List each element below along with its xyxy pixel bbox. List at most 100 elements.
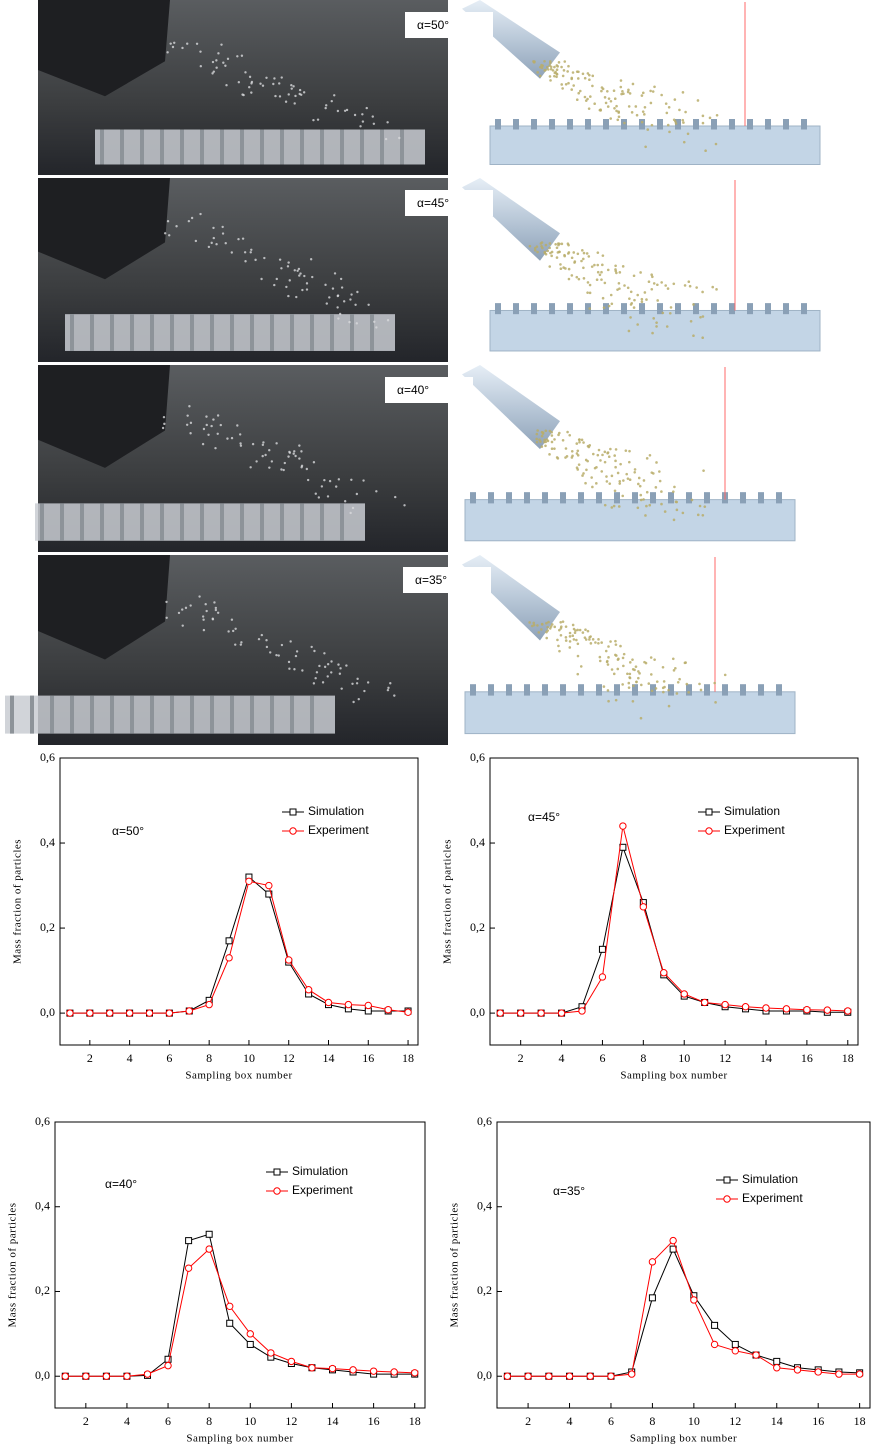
sim-particle <box>564 636 568 639</box>
particle <box>284 100 288 103</box>
sim-particle <box>575 442 579 445</box>
sim-particle <box>560 83 564 86</box>
sim-particle <box>532 621 536 625</box>
particle <box>261 454 264 458</box>
particle <box>337 317 340 320</box>
sim-particle <box>649 101 653 105</box>
sim-particle <box>605 480 609 483</box>
sim-particle <box>696 513 700 517</box>
sim-particle <box>675 508 679 512</box>
sim-divider <box>470 492 476 504</box>
box-divider <box>280 129 284 165</box>
particle <box>280 643 284 647</box>
x-tick-label: 14 <box>760 1051 772 1065</box>
sim-particle <box>578 628 582 632</box>
box-divider <box>50 695 54 734</box>
sim-divider <box>488 492 494 504</box>
sim-particle <box>615 104 618 108</box>
particle <box>314 677 317 680</box>
particle <box>265 645 269 649</box>
sim-particle <box>639 716 643 720</box>
annotation: α=50° <box>112 824 144 838</box>
particle <box>236 55 239 58</box>
particle <box>230 251 233 254</box>
x-tick-label: 12 <box>719 1051 731 1065</box>
sim-particle <box>687 691 690 694</box>
sim-particle <box>635 680 638 684</box>
circle-marker <box>61 1372 69 1380</box>
sim-particle <box>674 122 678 125</box>
sim-particle <box>601 254 605 257</box>
sim-particle <box>564 267 567 270</box>
sim-particle <box>578 89 582 93</box>
circle-marker <box>741 1003 750 1011</box>
sim-particle <box>639 498 643 502</box>
box-divider <box>250 314 254 351</box>
sim-particle <box>688 284 692 288</box>
particle <box>273 77 276 80</box>
y-tick-label: 0,6 <box>40 750 55 764</box>
x-tick-label: 6 <box>599 1051 605 1065</box>
particle <box>333 272 337 275</box>
particle <box>214 606 218 610</box>
sim-particle <box>669 306 673 309</box>
circle-marker <box>226 1302 234 1311</box>
sim-particle <box>696 99 700 102</box>
sim-particle <box>571 634 575 638</box>
particle <box>306 478 310 482</box>
sim-particle <box>577 91 581 95</box>
sim-particle <box>536 250 539 254</box>
sim-divider <box>711 303 717 315</box>
legend-marker <box>705 808 713 816</box>
particle <box>202 628 206 632</box>
particle <box>210 241 213 245</box>
sim-particle <box>638 484 642 488</box>
box-divider <box>270 314 274 351</box>
sim-particle <box>624 449 628 452</box>
sim-particle <box>660 281 663 284</box>
sim-particle <box>613 489 617 493</box>
particle <box>359 125 362 128</box>
sim-particle <box>655 321 658 324</box>
particle <box>272 82 275 86</box>
particle <box>294 454 297 458</box>
particle <box>216 611 220 615</box>
sim-particle <box>535 440 539 444</box>
sim-particle <box>701 114 705 118</box>
x-tick-label: 18 <box>409 1414 421 1428</box>
particle <box>280 76 283 79</box>
legend-marker <box>723 1176 731 1184</box>
circle-marker <box>245 877 253 886</box>
sim-particle <box>585 252 589 255</box>
sim-particle <box>559 620 562 624</box>
sim-particle <box>672 518 676 522</box>
sim-particle <box>628 460 631 464</box>
sim-divider <box>758 684 764 696</box>
x-tick-label: 8 <box>640 1051 646 1065</box>
circle-marker <box>524 1372 532 1380</box>
particle <box>398 136 401 140</box>
x-tick-label: 2 <box>87 1051 93 1065</box>
sim-particle <box>701 336 704 340</box>
box-divider <box>340 503 344 541</box>
particle <box>339 667 342 670</box>
particle <box>320 485 324 488</box>
sim-particle <box>597 641 600 645</box>
particle <box>373 320 376 323</box>
particle <box>290 87 293 90</box>
sim-particle <box>606 689 610 692</box>
box-divider <box>340 129 344 165</box>
particle <box>303 274 306 278</box>
particle <box>213 601 216 604</box>
box-divider <box>300 129 304 165</box>
sim-particle <box>639 271 642 274</box>
sim-particle <box>573 260 577 263</box>
series-line <box>69 876 409 1014</box>
sim-particle <box>577 70 580 74</box>
particle <box>168 234 171 237</box>
sim-divider <box>495 303 501 315</box>
sim-divider <box>596 492 602 504</box>
particle <box>386 319 390 322</box>
sim-particle <box>681 91 685 94</box>
particle <box>269 651 272 654</box>
